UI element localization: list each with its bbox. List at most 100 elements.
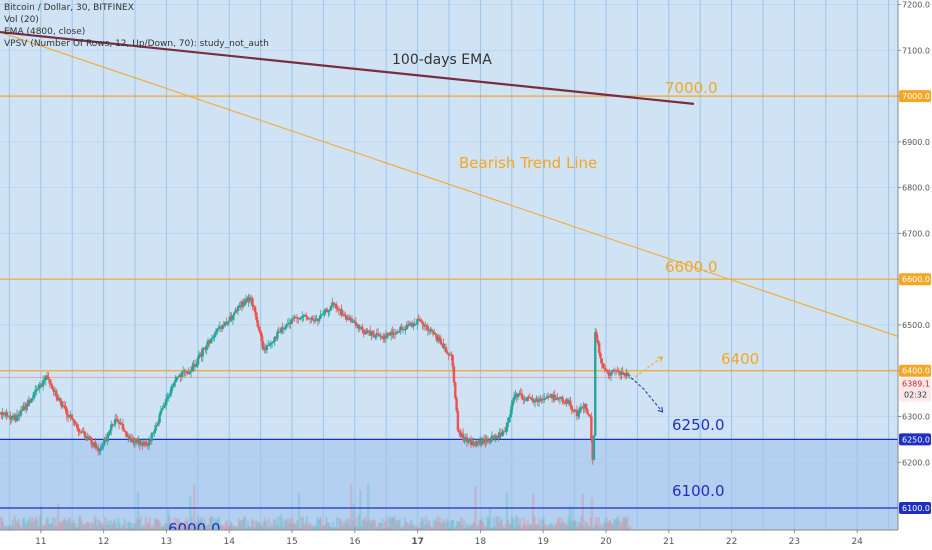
candle[interactable] bbox=[45, 375, 49, 377]
candle[interactable] bbox=[497, 436, 500, 439]
candle[interactable] bbox=[90, 437, 93, 445]
candle[interactable] bbox=[141, 443, 144, 446]
candle[interactable] bbox=[409, 323, 412, 325]
candle[interactable] bbox=[329, 305, 333, 311]
candle[interactable] bbox=[212, 337, 215, 339]
candle[interactable] bbox=[204, 347, 207, 350]
candle[interactable] bbox=[579, 407, 583, 411]
candle[interactable] bbox=[221, 325, 224, 329]
candle[interactable] bbox=[35, 389, 38, 391]
candle[interactable] bbox=[531, 398, 534, 401]
candle[interactable] bbox=[321, 313, 325, 315]
candle[interactable] bbox=[308, 318, 312, 320]
candle[interactable] bbox=[346, 317, 350, 320]
candle[interactable] bbox=[481, 440, 484, 444]
candle[interactable] bbox=[248, 297, 252, 302]
candle[interactable] bbox=[324, 308, 327, 311]
candle[interactable] bbox=[213, 334, 216, 338]
candle[interactable] bbox=[253, 306, 257, 313]
candle[interactable] bbox=[456, 410, 460, 431]
candle[interactable] bbox=[83, 431, 87, 438]
candle[interactable] bbox=[608, 374, 611, 376]
candle[interactable] bbox=[104, 438, 108, 442]
candle[interactable] bbox=[208, 340, 211, 344]
candle[interactable] bbox=[98, 450, 101, 452]
candle[interactable] bbox=[79, 431, 83, 433]
candle[interactable] bbox=[174, 380, 177, 383]
candle[interactable] bbox=[138, 439, 142, 446]
candle[interactable] bbox=[392, 333, 395, 335]
candle[interactable] bbox=[170, 386, 173, 394]
candle[interactable] bbox=[571, 410, 575, 412]
candle[interactable] bbox=[527, 396, 530, 398]
candle[interactable] bbox=[198, 353, 202, 356]
candle[interactable] bbox=[556, 397, 559, 399]
candle[interactable] bbox=[412, 325, 415, 327]
candle[interactable] bbox=[162, 405, 165, 409]
candle[interactable] bbox=[422, 324, 426, 327]
candle[interactable] bbox=[323, 310, 326, 314]
candle[interactable] bbox=[563, 402, 567, 404]
candle[interactable] bbox=[404, 329, 407, 331]
vpsv-legend[interactable]: VPSV (Number Of Rows, 12, Up/Down, 70): … bbox=[4, 39, 269, 49]
candle[interactable] bbox=[278, 331, 282, 333]
candle[interactable] bbox=[519, 393, 522, 395]
candle[interactable] bbox=[301, 316, 304, 319]
candle[interactable] bbox=[503, 431, 507, 433]
candle[interactable] bbox=[196, 358, 199, 366]
candle[interactable] bbox=[1, 412, 4, 415]
candle[interactable] bbox=[112, 424, 116, 426]
candle[interactable] bbox=[459, 432, 462, 437]
candle[interactable] bbox=[277, 331, 280, 333]
candle[interactable] bbox=[363, 333, 367, 335]
candle[interactable] bbox=[460, 433, 464, 437]
candle[interactable] bbox=[494, 435, 498, 439]
candle[interactable] bbox=[243, 303, 246, 306]
candle[interactable] bbox=[595, 331, 598, 341]
candle[interactable] bbox=[85, 437, 88, 441]
candle[interactable] bbox=[514, 394, 517, 397]
candle[interactable] bbox=[74, 423, 78, 425]
candle[interactable] bbox=[476, 441, 479, 443]
candle[interactable] bbox=[467, 439, 470, 443]
candle[interactable] bbox=[369, 330, 372, 336]
candle[interactable] bbox=[580, 407, 584, 409]
ema-legend[interactable]: EMA (4800, close) bbox=[4, 27, 86, 37]
candle[interactable] bbox=[280, 327, 283, 332]
candle[interactable] bbox=[628, 375, 631, 377]
candle[interactable] bbox=[325, 308, 329, 313]
candle[interactable] bbox=[478, 440, 482, 445]
candle[interactable] bbox=[189, 371, 193, 373]
candle[interactable] bbox=[306, 316, 309, 319]
candle[interactable] bbox=[238, 305, 241, 307]
candle[interactable] bbox=[21, 409, 24, 411]
candle[interactable] bbox=[442, 343, 445, 348]
candle[interactable] bbox=[371, 331, 375, 336]
candle[interactable] bbox=[625, 372, 628, 377]
candle[interactable] bbox=[435, 334, 439, 342]
candle[interactable] bbox=[498, 432, 501, 439]
candle[interactable] bbox=[578, 410, 581, 414]
candle[interactable] bbox=[372, 335, 376, 338]
candle[interactable] bbox=[546, 396, 550, 398]
candle[interactable] bbox=[210, 337, 214, 339]
candle[interactable] bbox=[225, 322, 228, 325]
candle[interactable] bbox=[244, 298, 248, 304]
candle[interactable] bbox=[240, 301, 244, 308]
candle[interactable] bbox=[471, 441, 474, 446]
candle[interactable] bbox=[553, 394, 556, 401]
candle[interactable] bbox=[403, 329, 406, 331]
candle[interactable] bbox=[144, 441, 147, 443]
candle[interactable] bbox=[624, 375, 627, 377]
candle[interactable] bbox=[179, 375, 182, 377]
candle[interactable] bbox=[65, 408, 68, 415]
candle[interactable] bbox=[315, 318, 318, 320]
candle[interactable] bbox=[284, 327, 287, 329]
candle[interactable] bbox=[613, 370, 617, 372]
candle[interactable] bbox=[444, 347, 448, 353]
candle[interactable] bbox=[367, 330, 371, 333]
candle[interactable] bbox=[222, 325, 225, 327]
candle[interactable] bbox=[56, 396, 59, 400]
candle[interactable] bbox=[92, 442, 96, 447]
candle[interactable] bbox=[192, 364, 195, 368]
